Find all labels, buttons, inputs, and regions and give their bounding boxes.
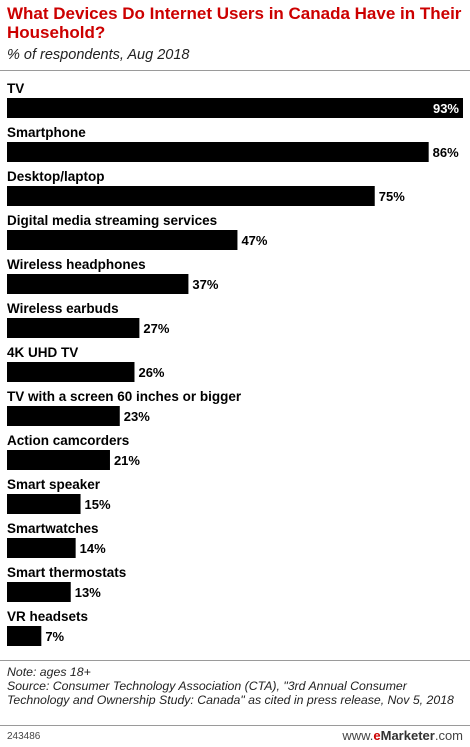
category-label-action-camcorders: Action camcorders <box>7 433 129 448</box>
value-label-wireless-headphones: 37% <box>192 277 218 292</box>
category-label-digital-media-streaming-services: Digital media streaming services <box>7 213 217 228</box>
category-label-wireless-headphones: Wireless headphones <box>7 257 146 272</box>
value-label-tv: 93% <box>433 101 459 116</box>
brand-prefix: www. <box>342 728 374 743</box>
value-label-wireless-earbuds: 27% <box>143 321 169 336</box>
bar-vr-headsets <box>7 626 42 646</box>
chart-id: 243486 <box>7 731 41 742</box>
category-label-smart-thermostats: Smart thermostats <box>7 565 126 580</box>
bar-smart-speaker <box>7 494 81 514</box>
category-label-smart-speaker: Smart speaker <box>7 477 101 492</box>
category-label-wireless-earbuds: Wireless earbuds <box>7 301 119 316</box>
value-label-action-camcorders: 21% <box>114 453 140 468</box>
value-label-4k-uhd-tv: 26% <box>138 365 164 380</box>
bar-wireless-headphones <box>7 274 189 294</box>
bar-action-camcorders <box>7 450 110 470</box>
brand-e: e <box>373 728 381 743</box>
value-label-smartwatches: 14% <box>80 541 106 556</box>
value-label-smart-speaker: 15% <box>85 497 111 512</box>
category-label-smartphone: Smartphone <box>7 125 86 140</box>
footer-notes: Note: ages 18+ Source: Consumer Technolo… <box>7 665 463 707</box>
footer-divider <box>0 660 470 661</box>
value-label-tv-with-a-screen-60-inches-or-bigger: 23% <box>124 409 150 424</box>
category-label-desktop-laptop: Desktop/laptop <box>7 169 105 184</box>
footer-source: Source: Consumer Technology Association … <box>7 679 454 707</box>
value-label-vr-headsets: 7% <box>45 629 64 644</box>
value-label-smart-thermostats: 13% <box>75 585 101 600</box>
bar-desktop-laptop <box>7 186 375 206</box>
bar-smartwatches <box>7 538 76 558</box>
bar-smart-thermostats <box>7 582 71 602</box>
top-divider <box>0 70 470 71</box>
value-label-desktop-laptop: 75% <box>379 189 405 204</box>
category-label-vr-headsets: VR headsets <box>7 609 88 624</box>
category-label-smartwatches: Smartwatches <box>7 521 99 536</box>
bar-wireless-earbuds <box>7 318 140 338</box>
value-label-smartphone: 86% <box>433 145 459 160</box>
bar-chart: TV 93% Smartphone 86% Desktop/laptop 75% Digit… <box>7 81 463 646</box>
bar-4k-uhd-tv <box>7 362 135 382</box>
brand-suffix: .com <box>434 728 463 743</box>
bar-digital-media-streaming-services <box>7 230 238 250</box>
bar-smartphone <box>7 142 429 162</box>
category-label-tv-with-a-screen-60-inches-or-bigger: TV with a screen 60 inches or bigger <box>7 389 242 404</box>
chart-title: What Devices Do Internet Users in Canada… <box>7 4 462 42</box>
brand-logo: www.eMarketer.com <box>342 728 463 743</box>
category-label-tv: TV <box>7 81 24 96</box>
chart-subtitle: % of respondents, Aug 2018 <box>7 47 190 63</box>
value-label-digital-media-streaming-services: 47% <box>241 233 267 248</box>
brand-name: Marketer <box>380 728 435 743</box>
footer-note: Note: ages 18+ <box>7 665 91 679</box>
bar-tv-with-a-screen-60-inches-or-bigger <box>7 406 120 426</box>
bar-tv <box>7 98 463 118</box>
category-label-4k-uhd-tv: 4K UHD TV <box>7 345 78 360</box>
bottom-divider <box>0 725 470 726</box>
